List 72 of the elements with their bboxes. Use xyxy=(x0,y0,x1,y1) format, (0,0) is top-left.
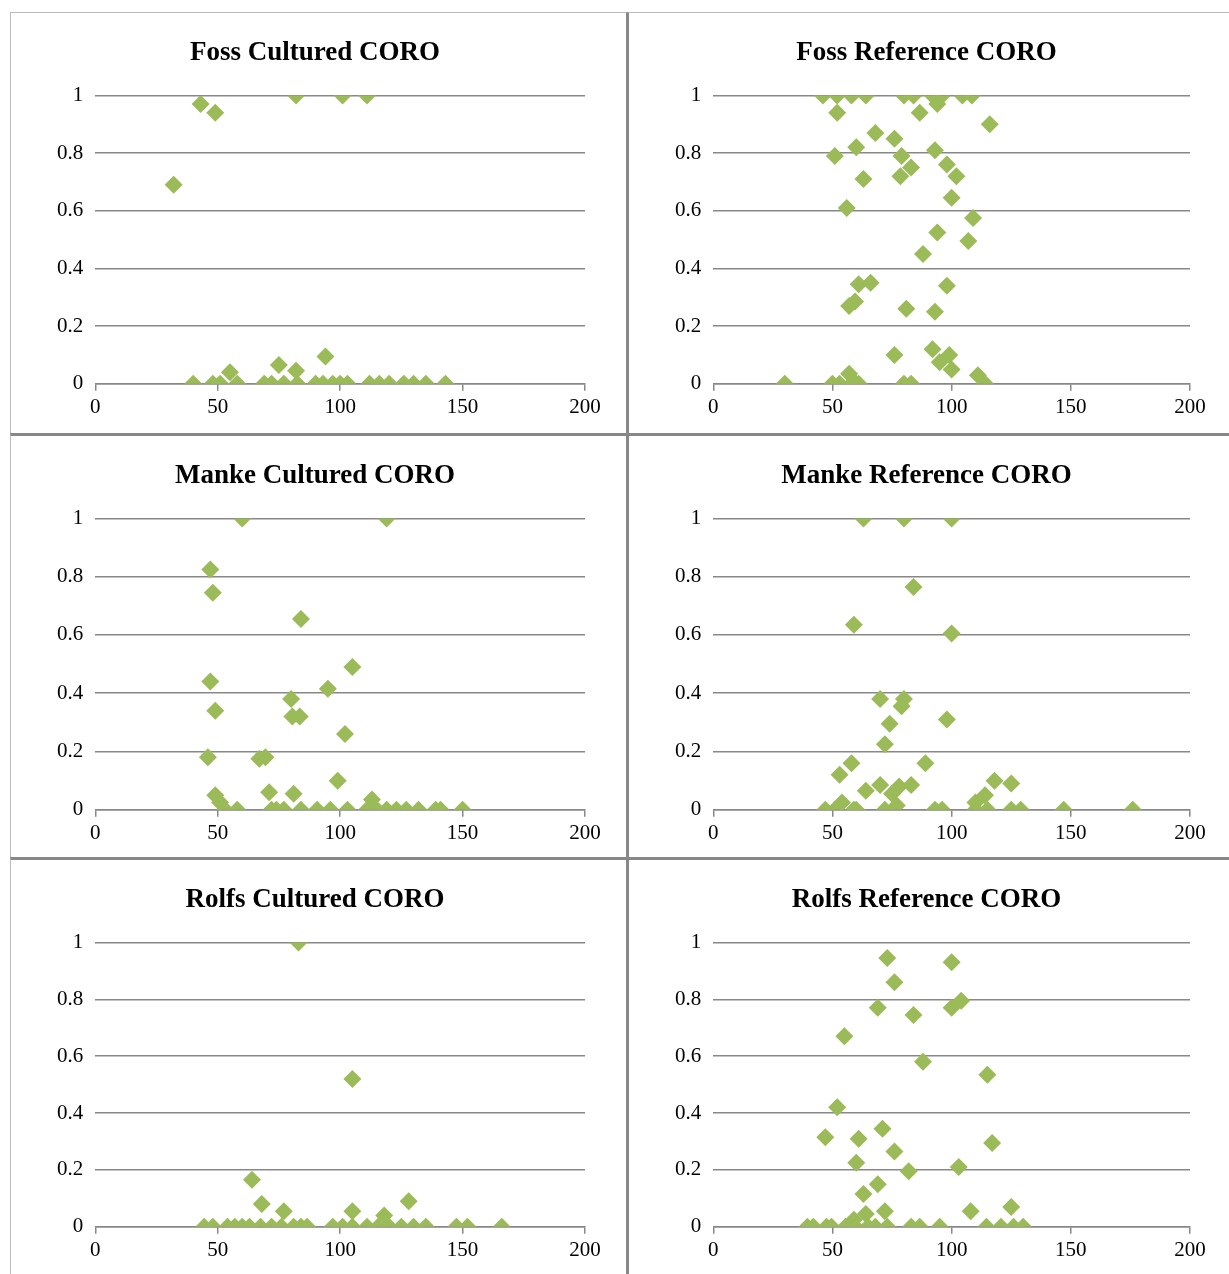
x-tick-label: 200 xyxy=(1174,819,1206,844)
x-tick-label: 150 xyxy=(1055,819,1087,844)
x-tick-label: 100 xyxy=(324,819,356,844)
y-tick-label: 0.6 xyxy=(57,621,84,646)
y-tick-label: 1 xyxy=(72,81,84,106)
y-tick-label: 0 xyxy=(72,796,84,821)
y-tick-label: 0.2 xyxy=(57,738,84,763)
y-tick-label: 1 xyxy=(690,81,702,106)
x-tick-label: 0 xyxy=(708,1236,719,1261)
x-tick-label: 100 xyxy=(935,1236,968,1261)
y-tick-label: 0.8 xyxy=(57,563,84,588)
x-tick-label: 100 xyxy=(324,1236,356,1261)
y-tick-label: 0.4 xyxy=(57,1099,84,1124)
chart-title: Foss Reference CORO xyxy=(796,36,1057,67)
y-tick-label: 0.6 xyxy=(675,621,702,646)
x-tick-label: 100 xyxy=(935,819,968,844)
y-tick-label: 0.4 xyxy=(675,254,702,279)
x-tick-label: 50 xyxy=(207,819,229,844)
x-tick-label: 0 xyxy=(90,1236,101,1261)
x-tick-label: 200 xyxy=(1174,393,1206,418)
y-tick-label: 0.8 xyxy=(57,139,84,164)
y-tick-label: 0.4 xyxy=(57,254,84,279)
y-tick-label: 0.2 xyxy=(675,738,702,763)
x-tick-label: 150 xyxy=(1055,1236,1087,1261)
y-tick-label: 0.2 xyxy=(57,1156,84,1181)
y-tick-label: 1 xyxy=(690,504,702,529)
x-tick-label: 150 xyxy=(1055,393,1087,418)
y-tick-label: 0.2 xyxy=(675,312,702,337)
y-tick-label: 0.6 xyxy=(675,1042,702,1067)
x-tick-label: 100 xyxy=(935,393,968,418)
y-tick-label: 0 xyxy=(690,1213,702,1238)
chart-title: Manke Reference CORO xyxy=(781,459,1072,490)
y-tick-label: 0.2 xyxy=(675,1156,702,1181)
y-tick-label: 0.2 xyxy=(57,312,84,337)
x-tick-label: 150 xyxy=(446,1236,479,1261)
x-tick-label: 200 xyxy=(569,1236,601,1261)
x-tick-label: 50 xyxy=(821,819,843,844)
y-tick-label: 0.4 xyxy=(675,1099,702,1124)
y-tick-label: 1 xyxy=(690,928,702,953)
x-tick-label: 0 xyxy=(708,393,719,418)
y-tick-label: 0.4 xyxy=(675,679,702,704)
y-tick-label: 0 xyxy=(690,796,702,821)
y-tick-label: 0.8 xyxy=(57,985,84,1010)
chart-title: Rolfs Reference CORO xyxy=(791,883,1062,914)
x-tick-label: 0 xyxy=(90,819,101,844)
y-tick-label: 0.4 xyxy=(57,679,84,704)
x-tick-label: 0 xyxy=(708,819,719,844)
y-tick-label: 0.8 xyxy=(675,139,702,164)
x-tick-label: 200 xyxy=(569,393,601,418)
chart-title: Foss Cultured CORO xyxy=(189,36,441,67)
x-tick-label: 50 xyxy=(821,1236,843,1261)
y-tick-label: 0 xyxy=(72,1213,84,1238)
y-tick-label: 0.6 xyxy=(57,1042,84,1067)
y-tick-label: 0 xyxy=(72,370,84,395)
y-tick-label: 1 xyxy=(72,504,84,529)
y-tick-label: 1 xyxy=(72,928,84,953)
x-tick-label: 50 xyxy=(821,393,843,418)
x-tick-label: 50 xyxy=(207,393,229,418)
y-tick-label: 0.8 xyxy=(675,563,702,588)
x-tick-label: 100 xyxy=(324,393,356,418)
y-tick-label: 0.6 xyxy=(57,197,84,222)
x-tick-label: 150 xyxy=(446,393,479,418)
x-tick-label: 200 xyxy=(569,819,601,844)
y-tick-label: 0.8 xyxy=(675,985,702,1010)
x-tick-label: 0 xyxy=(90,393,101,418)
x-tick-label: 200 xyxy=(1174,1236,1206,1261)
chart-title: Manke Cultured CORO xyxy=(174,459,456,490)
chart-title: Rolfs Cultured CORO xyxy=(185,883,445,914)
x-tick-label: 150 xyxy=(446,819,479,844)
x-tick-label: 50 xyxy=(207,1236,229,1261)
y-tick-label: 0.6 xyxy=(675,197,702,222)
y-tick-label: 0 xyxy=(690,370,702,395)
